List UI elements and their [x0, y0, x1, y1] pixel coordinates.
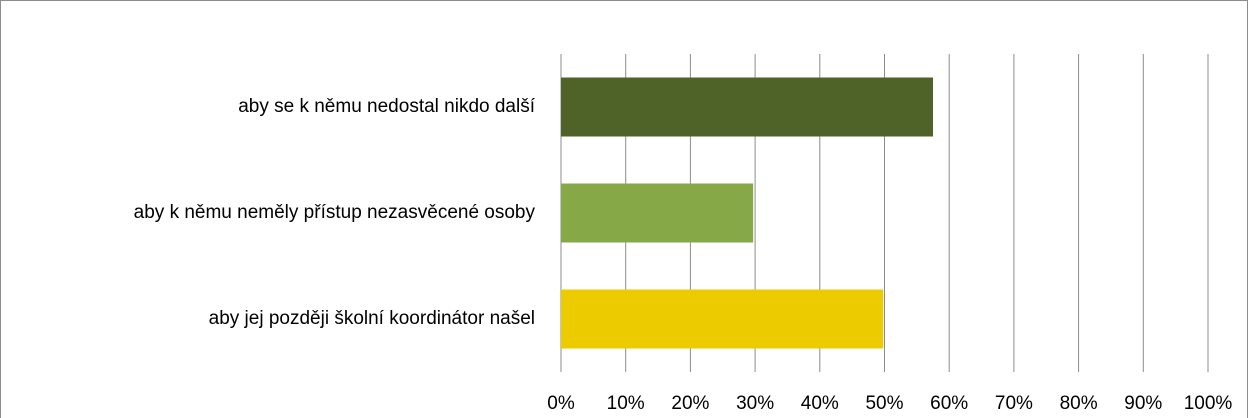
y-tick-label: aby jej později školní koordinátor našel [209, 308, 535, 329]
x-tick-label: 30% [736, 393, 774, 414]
bar [561, 183, 754, 243]
x-tick-label: 70% [995, 393, 1033, 414]
x-tick-label: 100% [1184, 393, 1233, 414]
bar [561, 289, 884, 349]
x-tick-label: 60% [930, 393, 968, 414]
x-tick-label: 40% [801, 393, 839, 414]
x-tick-label: 20% [671, 393, 709, 414]
y-tick-label: aby se k němu nedostal nikdo další [238, 96, 536, 117]
x-tick-label: 10% [607, 393, 645, 414]
x-tick-label: 80% [1060, 393, 1098, 414]
bar [561, 77, 934, 137]
x-tick-label: 90% [1124, 393, 1162, 414]
x-tick-label: 0% [547, 393, 575, 414]
x-tick-label: 50% [865, 393, 903, 414]
y-tick-label: aby k němu neměly přístup nezasvěcené os… [134, 202, 536, 223]
